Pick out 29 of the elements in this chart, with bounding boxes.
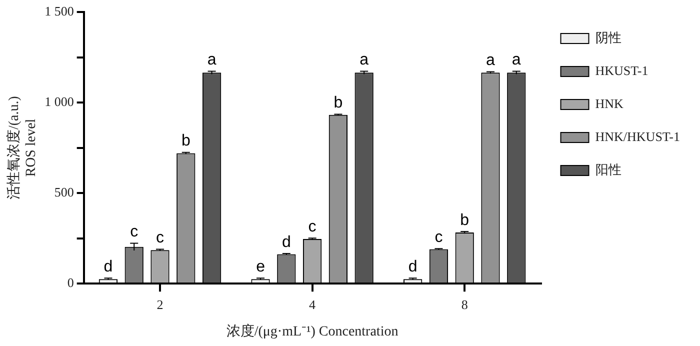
data-label: a: [207, 52, 216, 69]
data-label: d: [104, 258, 113, 276]
x-tick-label: 2: [156, 296, 164, 312]
legend-label: HNK: [595, 96, 624, 111]
x-axis-title: 浓度/(μg·mL⁻¹) Concentration: [226, 323, 398, 340]
data-label: d: [408, 258, 418, 276]
y-tick-label: 500: [54, 184, 74, 200]
y-tick-label: 0: [67, 275, 74, 290]
data-label: b: [460, 212, 470, 229]
y-tick-label: 1 000: [44, 94, 74, 109]
data-label: c: [156, 230, 164, 247]
x-tick-label: 4: [309, 296, 316, 312]
legend-label: HKUST-1: [595, 62, 648, 78]
data-label: a: [486, 52, 496, 70]
data-label: e: [256, 258, 266, 276]
legend-label: 阳性: [595, 162, 622, 177]
data-label: b: [181, 132, 190, 150]
data-label: a: [512, 52, 521, 69]
legend-label: HNK/HKUST-1: [595, 128, 680, 144]
y-tick-label: 1 500: [44, 3, 74, 18]
data-label: c: [434, 229, 443, 246]
data-label: a: [360, 52, 369, 69]
x-tick-label: 8: [461, 296, 468, 312]
data-label: b: [334, 94, 343, 112]
data-label: c: [130, 224, 138, 241]
data-label: d: [282, 234, 291, 251]
legend-label: 阴性: [595, 30, 622, 45]
data-label: c: [308, 218, 316, 236]
y-axis-title: 活性氧浓度/(a.u.) ROS level: [6, 96, 39, 200]
